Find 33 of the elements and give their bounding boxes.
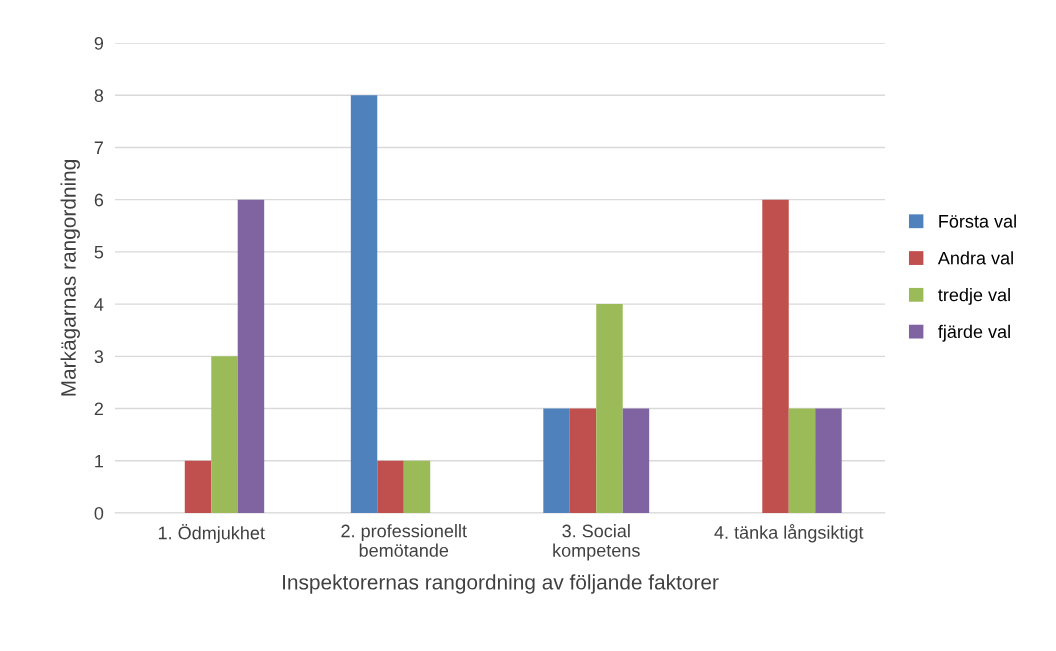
bar <box>762 199 789 513</box>
x-tick-label: 3. Social kompetens <box>553 524 640 561</box>
bar <box>403 460 431 513</box>
y-tick-label: 7 <box>94 141 103 154</box>
legend-label: fjärde val <box>938 324 1010 342</box>
bar <box>788 408 816 513</box>
bar <box>596 304 623 513</box>
y-tick-label: 6 <box>94 193 104 207</box>
legend-label: Första val <box>939 214 1016 228</box>
x-tick-label: 2. professionellt bemötande <box>341 524 467 557</box>
bar <box>622 408 650 513</box>
y-tick-label: 3 <box>94 350 104 364</box>
x-tick-label: 1. Ödmjukhet <box>158 524 265 543</box>
bar <box>211 356 238 513</box>
y-tick-label: 8 <box>94 89 104 102</box>
bar <box>815 408 842 513</box>
x-axis-title: Inspektorernas rangordning av följande faktorer <box>283 574 719 594</box>
y-tick-label: 0 <box>94 506 104 520</box>
y-tick-label: 2 <box>94 402 103 416</box>
y-axis-title: Markägarnas rangordning <box>60 160 80 396</box>
bar <box>543 408 570 513</box>
bar <box>377 460 404 513</box>
bar <box>237 199 265 513</box>
bar <box>184 460 212 513</box>
bar <box>569 408 597 513</box>
bar <box>350 95 378 513</box>
x-tick-label: 4. tänka långsiktigt <box>714 524 864 543</box>
y-tick-label: 9 <box>94 36 104 50</box>
y-tick-label: 1 <box>95 454 104 468</box>
legend-label: Andra val <box>937 251 1013 265</box>
y-tick-label: 4 <box>94 298 104 311</box>
legend-label: tredje val <box>938 288 1010 305</box>
y-tick-label: 5 <box>94 246 104 259</box>
